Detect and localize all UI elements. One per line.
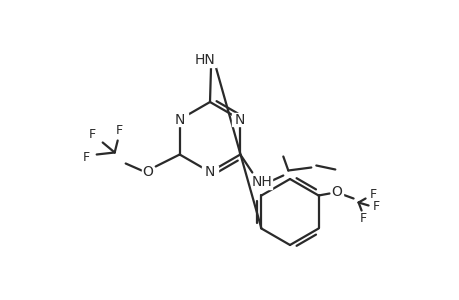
Text: HN: HN <box>194 53 215 67</box>
Bar <box>330 187 342 199</box>
Bar <box>371 202 381 212</box>
Text: F: F <box>83 151 90 164</box>
Bar <box>202 166 218 178</box>
Text: NH: NH <box>252 176 272 190</box>
Text: F: F <box>89 128 96 141</box>
Bar <box>252 176 272 189</box>
Bar <box>88 130 97 140</box>
Bar <box>141 167 153 178</box>
Text: O: O <box>142 166 153 179</box>
Text: O: O <box>330 185 341 200</box>
Bar <box>82 152 91 163</box>
Bar <box>194 53 216 67</box>
Bar <box>368 190 378 200</box>
Bar <box>358 214 368 224</box>
Text: F: F <box>372 200 379 213</box>
Text: F: F <box>116 124 123 137</box>
Bar <box>232 113 248 126</box>
Bar <box>114 125 124 136</box>
Text: N: N <box>174 112 185 127</box>
Text: F: F <box>369 188 376 201</box>
Text: N: N <box>235 112 245 127</box>
Text: F: F <box>359 212 366 225</box>
Text: N: N <box>204 165 215 179</box>
Bar <box>171 113 187 126</box>
